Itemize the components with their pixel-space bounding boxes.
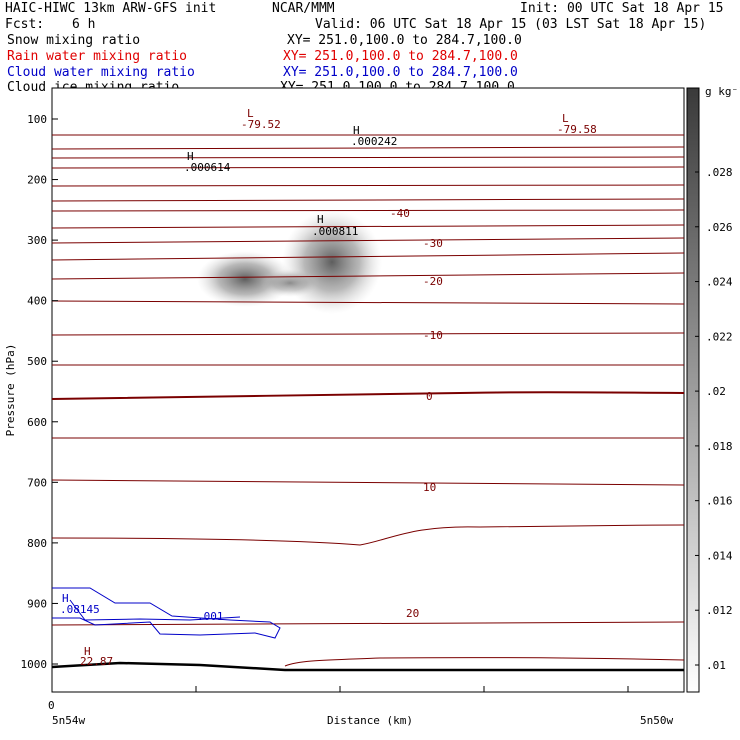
- temperature-contours: [51, 134, 685, 667]
- colorbar-tick-label: .018: [706, 440, 733, 453]
- y-tick-label: 1000: [21, 658, 48, 671]
- temp-contour: [51, 156, 685, 159]
- field-rain-name: Rain water mixing ratio: [7, 49, 188, 64]
- extremum-high-4-letter: H: [62, 592, 69, 605]
- colorbar-tick-label: .014: [706, 549, 733, 562]
- extremum-low-1-letter: L: [247, 107, 254, 120]
- x-axis: [195, 686, 629, 692]
- extremum-low-2-letter: L: [562, 112, 569, 125]
- y-axis: 100 200 300 400 500 600 700 800 900 1000: [21, 113, 58, 671]
- colorbar-tick-label: .026: [706, 221, 733, 234]
- extremum-high-2-letter: H: [187, 150, 194, 163]
- extremum-high-4-value: .08145: [60, 603, 100, 616]
- org-label: NCAR/MMM: [272, 1, 335, 16]
- temp-label-minus40: -40: [390, 207, 410, 220]
- extremum-high-3-value: .000811: [312, 225, 358, 238]
- colorbar: .01 .012 .014 .016 .018 .02 .022 .024 .026 .028: [686, 87, 733, 693]
- colorbar-fill: [686, 87, 700, 693]
- extremum-high-1-letter: H: [353, 124, 360, 137]
- y-tick-label: 200: [27, 174, 47, 187]
- field-cloudwater-xy: XY= 251.0,100.0 to 284.7,100.0: [283, 65, 518, 80]
- colorbar-tick-label: .016: [706, 495, 733, 508]
- temp-contour: [51, 166, 685, 169]
- temp-contour: [51, 237, 685, 244]
- y-tick-label: 900: [27, 597, 47, 610]
- extremum-high-1-value: .000242: [351, 135, 397, 148]
- colorbar-tick-label: .022: [706, 330, 733, 343]
- x-endpoint-right: 5n50w: [640, 714, 673, 727]
- shaded-mixing-ratio: [197, 210, 382, 314]
- y-tick-label: 100: [27, 113, 47, 126]
- x-endpoint-left: 5n54w: [52, 714, 85, 727]
- field-cloudwater-name: Cloud water mixing ratio: [7, 65, 195, 80]
- shade-blob-bridge: [260, 269, 320, 297]
- temp-contour: [51, 479, 685, 486]
- temp-contour: [51, 146, 685, 150]
- cloud-water-contours: [52, 587, 281, 639]
- field-rain-xy: XY= 251.0,100.0 to 284.7,100.0: [283, 49, 518, 64]
- temp-contour: [51, 198, 685, 202]
- colorbar-tick-label: .024: [706, 276, 733, 289]
- extremum-high-3-letter: H: [317, 213, 324, 226]
- temp-label-0: 0: [426, 390, 433, 403]
- valid-time: Valid: 06 UTC Sat 18 Apr 15 (03 LST Sat …: [315, 17, 707, 32]
- fcst-label: Fcst:: [5, 17, 45, 32]
- init-time: Init: 00 UTC Sat 18 Apr 15: [520, 1, 724, 16]
- temp-contour: [51, 252, 685, 261]
- y-tick-label: 800: [27, 537, 47, 550]
- y-tick-label: 500: [27, 355, 47, 368]
- temp-contour-zero: [51, 391, 685, 400]
- temp-label-minus30: -30: [423, 237, 443, 250]
- y-tick-label: 300: [27, 234, 47, 247]
- extremum-high-2-value: .000614: [184, 161, 231, 174]
- temp-contour: [51, 300, 685, 305]
- extremum-low-1-value: -79.52: [241, 118, 281, 131]
- cloud-water-contour-inner: [69, 599, 241, 621]
- extrema-labels: L -79.52 H .000242 L -79.58 H .000614 H …: [60, 107, 597, 668]
- temp-label-10: 10: [423, 481, 436, 494]
- shade-blob-left: [197, 251, 293, 307]
- model-title: HAIC-HIWC 13km ARW-GFS init: [5, 1, 217, 16]
- fcst-value: 6 h: [72, 17, 96, 32]
- temp-contour: [51, 209, 685, 212]
- temp-contour: [51, 224, 685, 229]
- temp-contour: [51, 184, 685, 187]
- y-tick-label: 700: [27, 476, 47, 489]
- plot-frame: [51, 87, 685, 693]
- temp-contour: [284, 657, 685, 667]
- temp-label-20: 20: [406, 607, 419, 620]
- field-snow-name: Snow mixing ratio: [7, 33, 141, 48]
- temp-contour: [51, 621, 685, 626]
- cloud-water-label: .001: [197, 610, 224, 623]
- x-tick-zero: 0: [48, 699, 55, 712]
- temp-label-minus20: -20: [423, 275, 443, 288]
- temp-contour: [51, 332, 685, 336]
- colorbar-tick-label: .02: [706, 385, 726, 398]
- terrain-line: [51, 661, 684, 672]
- temperature-contour-labels: -40 -30 -20 -10 0 10 20: [390, 207, 443, 620]
- extremum-high-5-letter: H: [84, 645, 91, 658]
- y-tick-label: 400: [27, 295, 47, 308]
- field-snow-xy: XY= 251.0,100.0 to 284.7,100.0: [287, 33, 522, 48]
- colorbar-tick-label: .012: [706, 604, 733, 617]
- extremum-high-5-value: 22.87: [80, 655, 113, 668]
- temp-contour: [51, 272, 685, 280]
- colorbar-tick-label: .01: [706, 659, 726, 672]
- extremum-low-2-value: -79.58: [557, 123, 597, 136]
- colorbar-tick-label: .028: [706, 166, 733, 179]
- cloud-water-contour-outer: [52, 587, 281, 639]
- y-tick-label: 600: [27, 416, 47, 429]
- y-axis-label: Pressure (hPa): [4, 344, 17, 437]
- x-axis-label: Distance (km): [327, 714, 413, 727]
- colorbar-unit: g kg⁻¹: [705, 85, 740, 98]
- temp-label-minus10: -10: [423, 329, 443, 342]
- temp-contour: [51, 524, 685, 546]
